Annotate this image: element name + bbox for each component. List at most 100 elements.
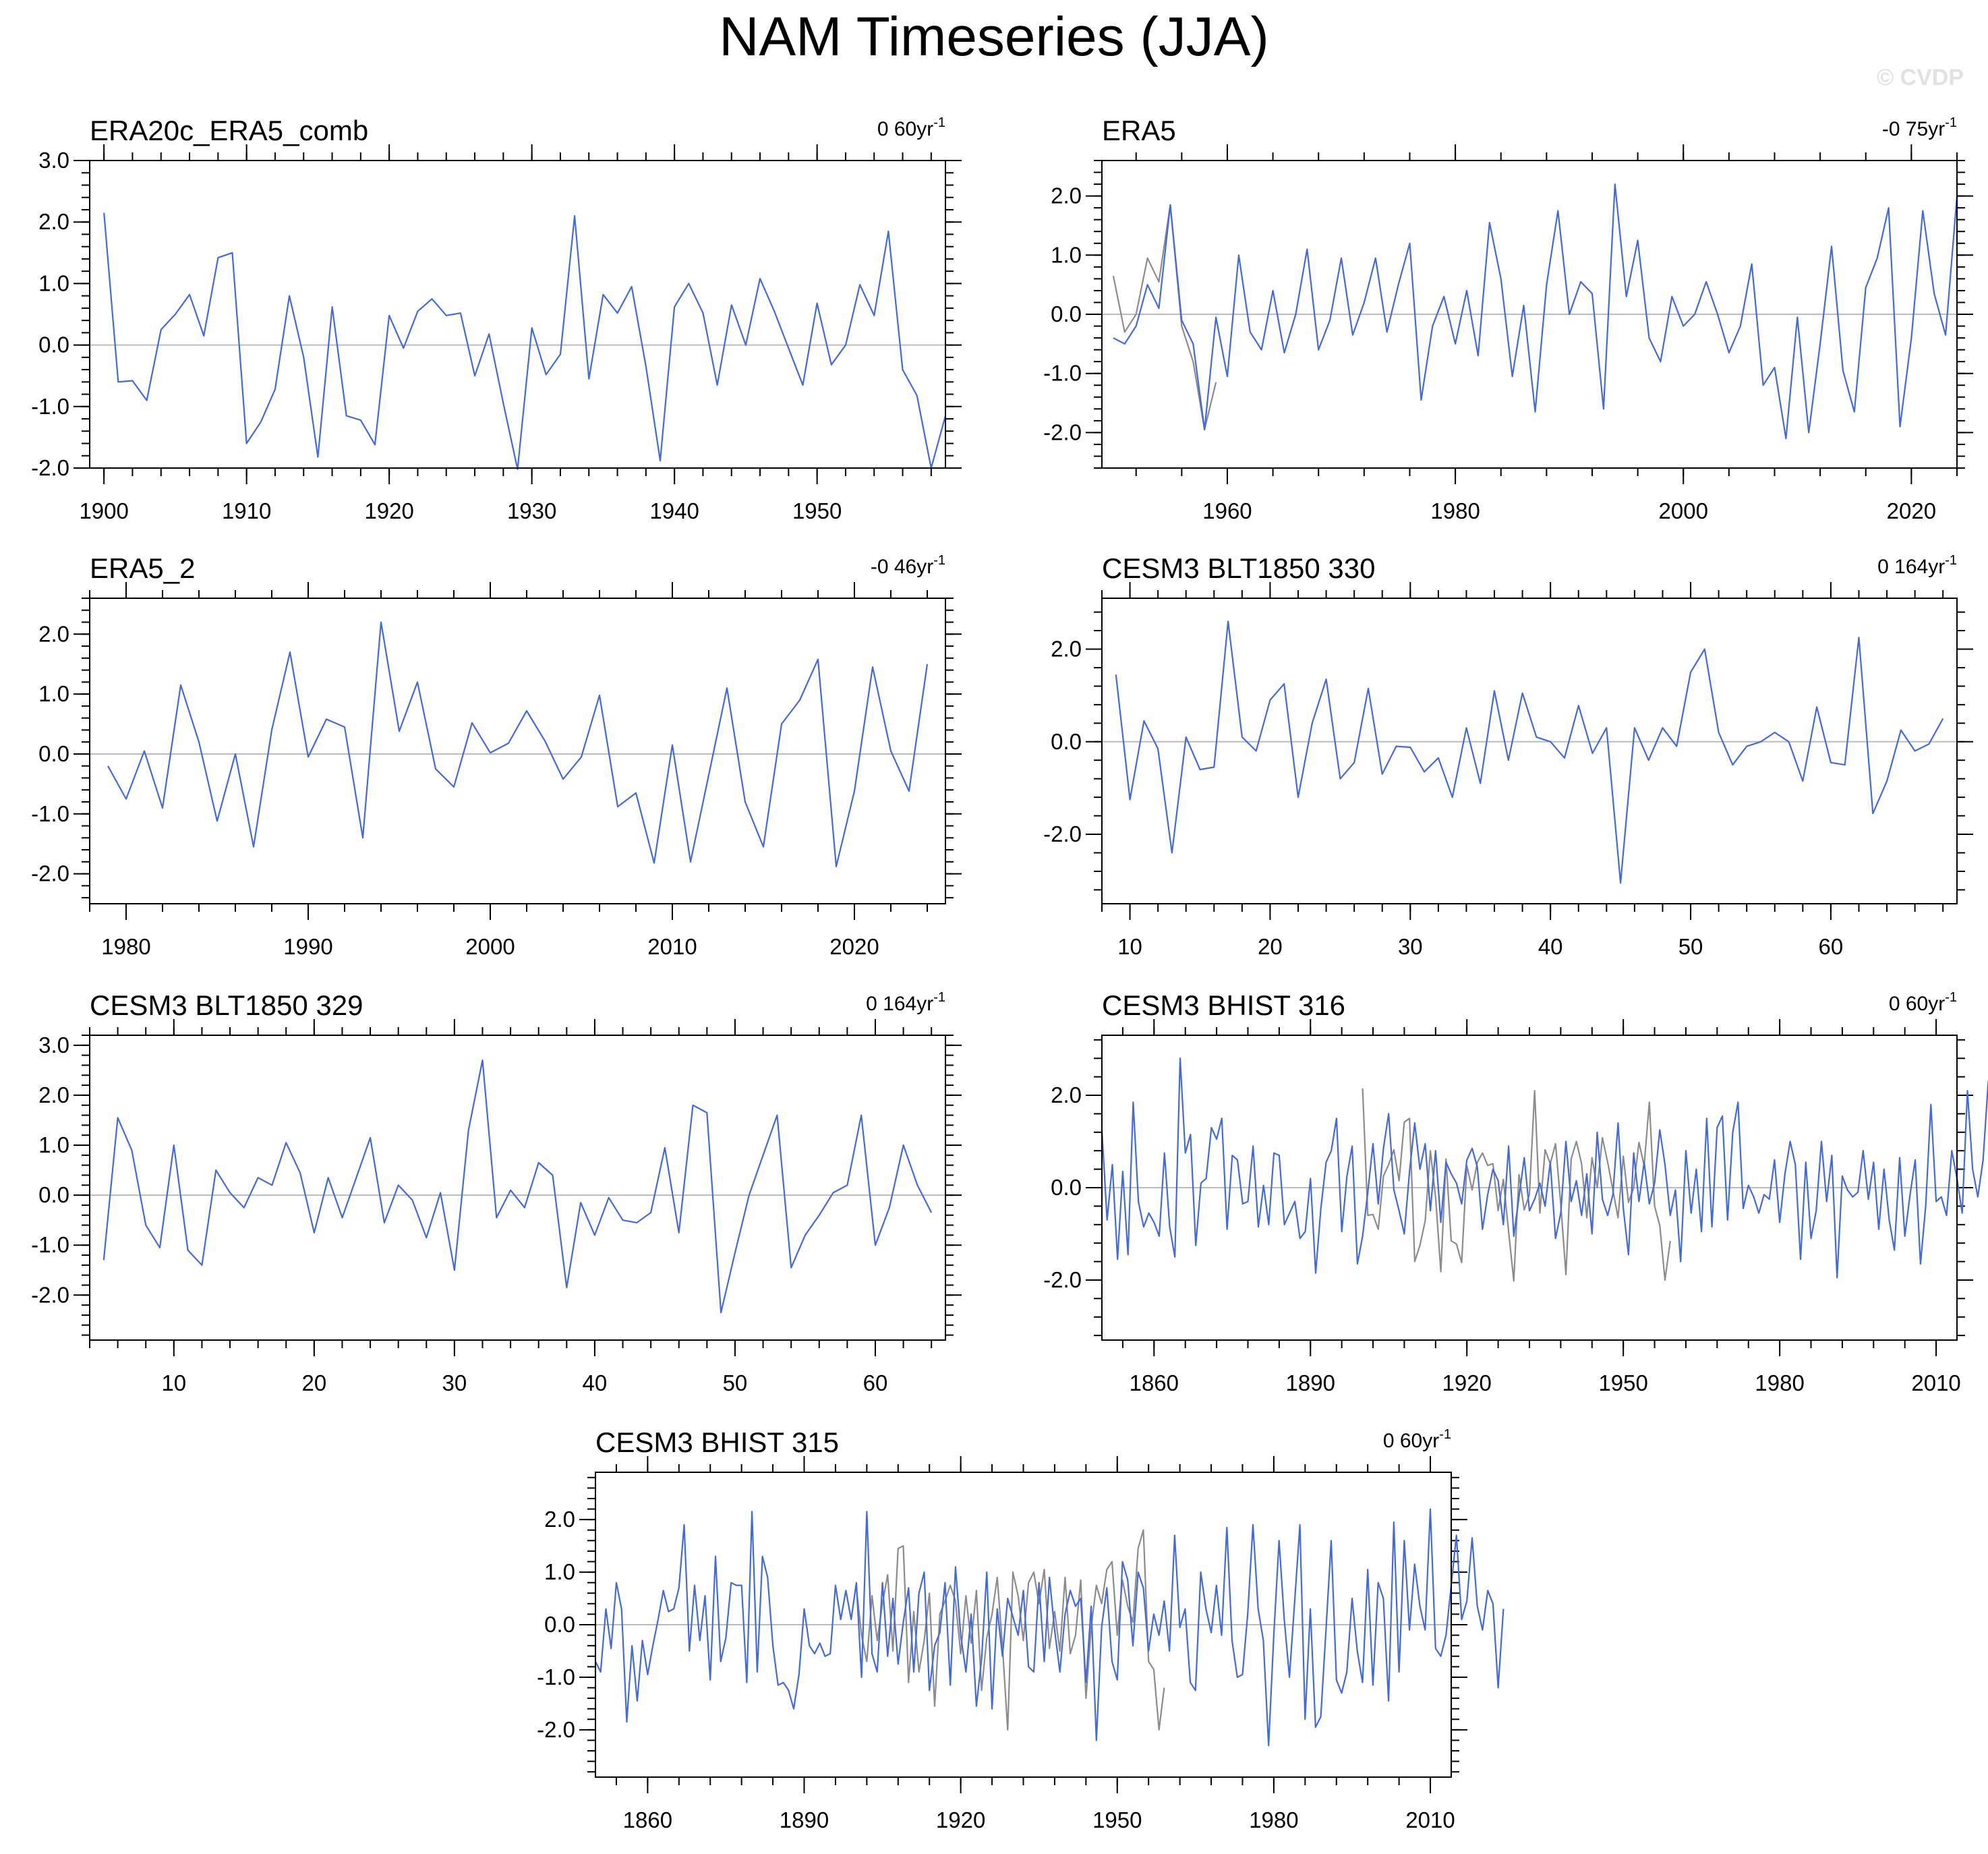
series-line-nam [1115,620,1944,884]
x-tick-label: 1910 [222,498,271,523]
x-tick-label: 60 [863,1370,888,1395]
y-tick-label: 2.0 [1051,183,1082,208]
x-tick-label: 1950 [792,498,842,523]
series-line-nam [1101,1058,1988,1279]
chart-panel-6: CESM3 BHIST 316 0 60yr-1 -2.0 0.0 2.0 1860 189… [1043,989,1988,1395]
x-tick-label: 50 [1678,934,1703,959]
x-tick-label: 50 [723,1370,748,1395]
x-tick-label: 1980 [1249,1807,1298,1832]
x-tick-label: 10 [161,1370,186,1395]
plot-frame [1101,598,1958,904]
chart-panel-5: CESM3 BLT1850 329 0 164yr-1 -2.0 -1.0 0.0 1.0… [31,989,962,1395]
trend-label: 0 164yr-1 [866,990,945,1015]
y-tick-label: 2.0 [1051,637,1082,662]
x-tick-label: 20 [1258,934,1283,959]
x-tick-label: 1960 [1202,498,1252,523]
y-tick-label: 2.0 [1051,1082,1082,1107]
y-tick-label: 3.0 [38,148,69,173]
panel-title: CESM3 BLT1850 329 [90,989,363,1021]
y-tick-label: 3.0 [38,1033,69,1058]
x-tick-label: 2020 [1887,498,1936,523]
plot-frame [89,598,946,904]
trend-label: -0 75yr-1 [1882,115,1957,140]
y-tick-label: -2.0 [31,861,69,886]
y-tick-label: 2.0 [38,209,69,234]
y-tick-label: 1.0 [38,1132,69,1157]
x-tick-label: 1980 [1430,498,1480,523]
y-tick-label: -2.0 [31,455,69,480]
trend-label: 0 60yr-1 [1889,990,1957,1015]
chart-panel-3: ERA5_2 -0 46yr-1 -2.0 -1.0 0.0 1.0 2.0 1980 1990… [31,552,962,959]
trend-label: 0 164yr-1 [1877,553,1957,578]
x-tick-label: 2010 [1405,1807,1455,1832]
x-tick-label: 1930 [507,498,556,523]
panel-title: CESM3 BHIST 315 [595,1426,839,1458]
y-tick-label: 0.0 [1051,301,1082,326]
x-tick-label: 30 [442,1370,467,1395]
y-tick-label: -2.0 [1043,1267,1082,1292]
y-tick-label: 0.0 [38,1182,69,1207]
figure-title: NAM Timeseries (JJA) [719,6,1269,67]
series-line-nam [103,212,947,470]
y-tick-label: 2.0 [38,621,69,646]
x-tick-label: 1980 [101,934,150,959]
series-line-nam [1113,183,1958,440]
x-tick-label: 1940 [649,498,699,523]
plot-frame [1101,1035,1958,1341]
cvdp-watermark: © CVDP [1877,65,1964,90]
x-tick-label: 1890 [1286,1370,1335,1395]
x-tick-label: 60 [1819,934,1844,959]
chart-panel-1: ERA20c_ERA5_comb 0 60yr-1 -2.0 -1.0 0.0 1.0 2.… [31,115,962,523]
x-tick-label: 40 [1538,934,1563,959]
x-tick-label: 2010 [1911,1370,1960,1395]
plot-frame [89,160,946,469]
x-tick-label: 1990 [283,934,332,959]
series-line-nam [103,1059,933,1314]
y-tick-label: 0.0 [38,332,69,357]
y-tick-label: 0.0 [1051,729,1082,754]
y-tick-label: 0.0 [1051,1175,1082,1200]
x-tick-label: 20 [301,1370,326,1395]
y-tick-label: 1.0 [544,1559,575,1584]
x-tick-label: 1920 [936,1807,985,1832]
y-tick-label: -1.0 [1043,361,1082,386]
y-tick-label: -1.0 [31,394,69,419]
x-tick-label: 2000 [1659,498,1708,523]
x-tick-label: 1950 [1092,1807,1142,1832]
y-tick-label: -1.0 [537,1664,575,1689]
y-tick-label: 0.0 [544,1612,575,1637]
x-tick-label: 1980 [1755,1370,1804,1395]
y-tick-label: -2.0 [1043,821,1082,846]
series-line-nam [107,621,929,868]
y-tick-label: 1.0 [1051,242,1082,267]
y-tick-label: 1.0 [38,270,69,295]
x-tick-label: 1920 [1442,1370,1492,1395]
y-tick-label: 2.0 [38,1082,69,1107]
series-line-nam [595,1508,1504,1747]
series-line-overlap [855,1529,1165,1731]
x-tick-label: 10 [1117,934,1142,959]
x-tick-label: 1860 [1130,1370,1179,1395]
series-line-overlap [1362,1088,1671,1282]
series-line-overlap [1112,204,1217,431]
x-tick-label: 1900 [79,498,128,523]
chart-panel-4: CESM3 BLT1850 330 0 164yr-1 -2.0 0.0 2.0 10 20… [1043,552,1973,959]
x-tick-label: 30 [1398,934,1423,959]
y-tick-label: -2.0 [1043,419,1082,444]
y-tick-label: 1.0 [38,681,69,706]
chart-panel-2: ERA5 -0 75yr-1 -2.0 -1.0 0.0 1.0 2.0 1960 1980 20… [1043,115,1973,523]
y-tick-label: 0.0 [38,741,69,766]
chart-panel-7: CESM3 BHIST 315 0 60yr-1 -2.0 -1.0 0.0 1.0 2.0… [537,1426,1504,1832]
x-tick-label: 1890 [780,1807,829,1832]
y-tick-label: -2.0 [31,1282,69,1307]
plot-frame [89,1035,946,1341]
x-tick-label: 2020 [829,934,879,959]
panel-title: ERA20c_ERA5_comb [90,115,368,146]
y-tick-label: -2.0 [537,1717,575,1742]
trend-label: -0 46yr-1 [871,553,945,578]
plot-frame [1101,160,1958,469]
x-tick-label: 1950 [1598,1370,1647,1395]
panel-title: CESM3 BLT1850 330 [1102,552,1375,584]
x-tick-label: 1920 [364,498,413,523]
